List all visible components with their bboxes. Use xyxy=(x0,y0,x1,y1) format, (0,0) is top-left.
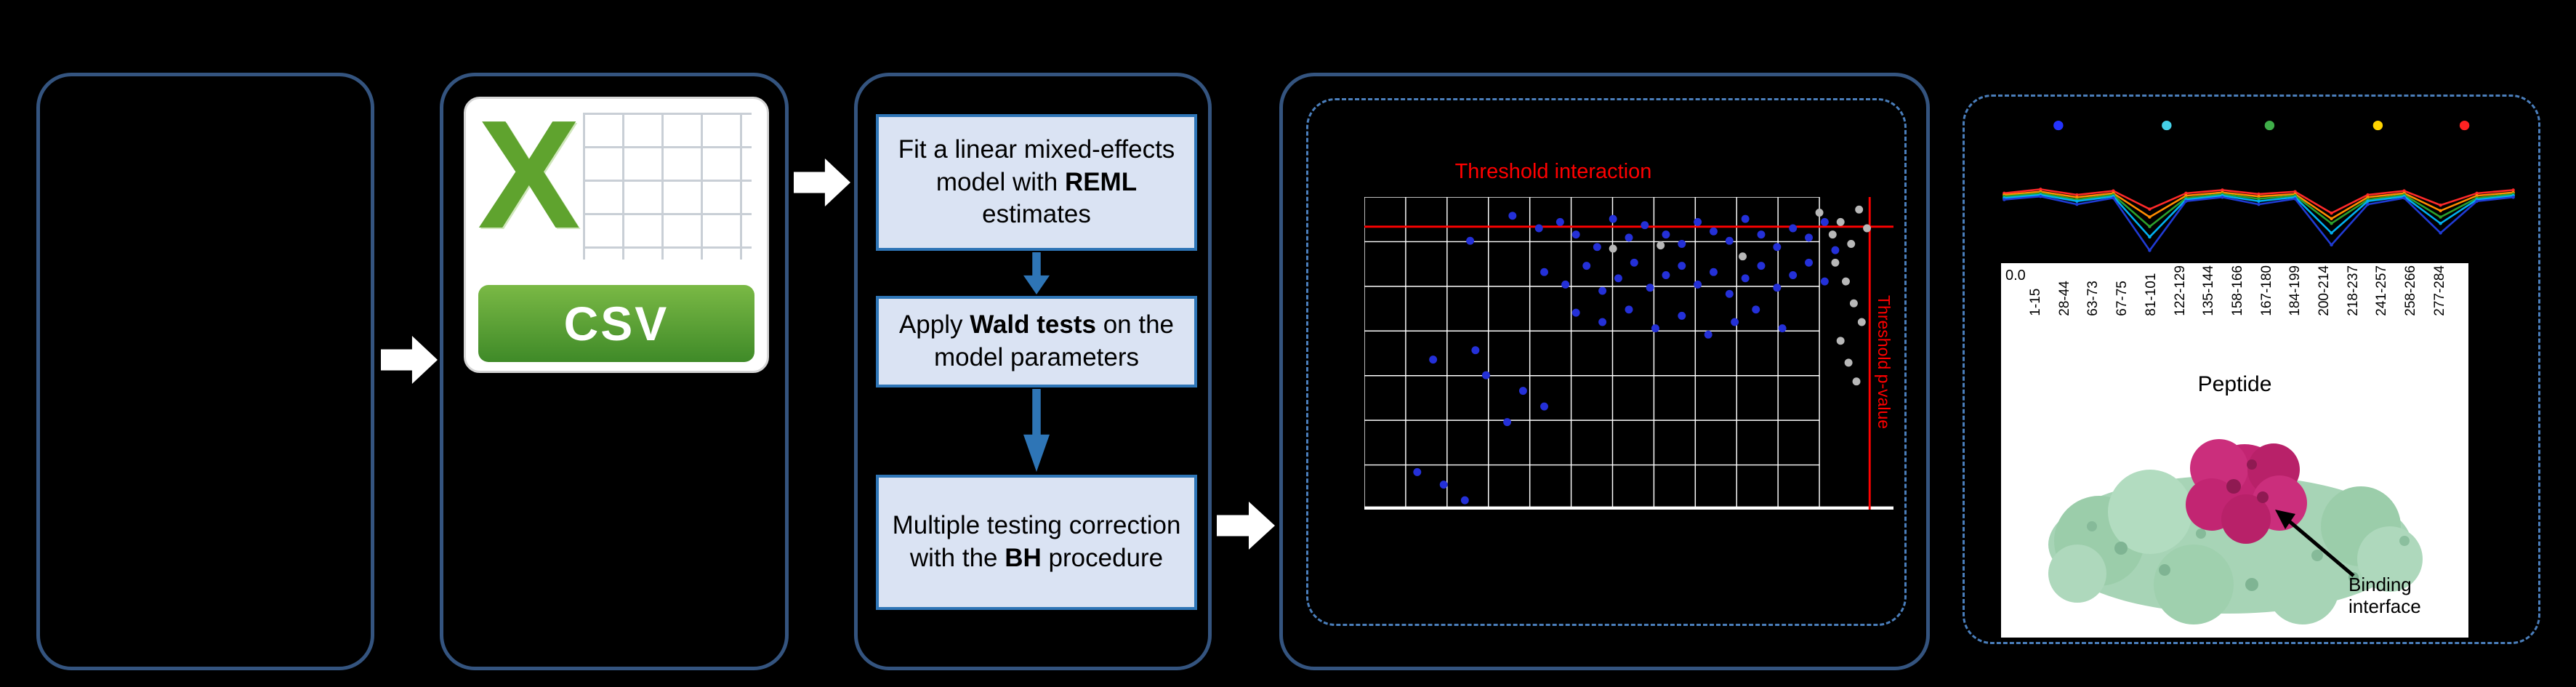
csv-banner: CSV xyxy=(478,285,755,362)
csv-file-icon: X CSV xyxy=(464,88,769,373)
peptide-axis-label: Peptide xyxy=(2197,372,2272,396)
step-box-wald: Apply Wald tests on the model parameters xyxy=(876,296,1197,387)
threshold-pvalue-label: Threshold p-value xyxy=(1875,295,1893,430)
down-arrow-2-icon xyxy=(1023,389,1050,472)
peptide-tick-label: 63-73 xyxy=(2085,281,2101,316)
panel-empty xyxy=(36,73,374,670)
profile-chart xyxy=(1988,115,2529,263)
peptide-tick-label: 200-214 xyxy=(2317,265,2333,316)
peptide-tick-label: 184-199 xyxy=(2287,265,2303,316)
volcano-dashed-frame: Threshold interaction Threshold p-value xyxy=(1306,98,1907,626)
step-box-reml: Fit a linear mixed-effects model with RE… xyxy=(876,114,1197,251)
down-arrow-1-icon xyxy=(1023,252,1050,294)
peptide-tick-label: 167-180 xyxy=(2258,265,2274,316)
peptide-tick-label: 241-257 xyxy=(2374,265,2390,316)
panel-csv-input: X CSV xyxy=(440,73,789,670)
spreadsheet-grid-icon xyxy=(583,112,752,260)
panel-statistical-workflow: Fit a linear mixed-effects model with RE… xyxy=(854,73,1212,670)
flow-arrow-2-icon xyxy=(794,158,850,206)
binding-interface-label: Binding interface xyxy=(2348,574,2421,617)
peptide-tick-label: 67-75 xyxy=(2114,281,2130,316)
results-white-panel: 0.0 1-15 28-44 63-73 67-75 81-101 122-129 135-… xyxy=(2001,263,2468,638)
step-text-bh: Multiple testing correction with the BH … xyxy=(892,511,1181,572)
protein-structure-image xyxy=(2048,439,2423,624)
scatter-plot xyxy=(1364,197,1893,510)
peptide-tick-row: 1-15 28-44 63-73 67-75 81-101 122-129 135-144 1… xyxy=(2028,265,2447,316)
y-axis-tick: 0.0 xyxy=(2005,268,2026,284)
peptide-tick-label: 158-166 xyxy=(2229,265,2245,316)
peptide-tick-label: 122-129 xyxy=(2172,265,2188,316)
flow-arrow-3-icon xyxy=(1217,502,1275,550)
panel-volcano-plot: Threshold interaction Threshold p-value xyxy=(1279,73,1930,670)
panel-results: 0.0 1-15 28-44 63-73 67-75 81-101 122-129 135-… xyxy=(1963,95,2540,644)
peptide-tick-label: 258-266 xyxy=(2403,265,2419,316)
peptide-tick-label: 81-101 xyxy=(2143,273,2159,316)
peptide-tick-label: 277-284 xyxy=(2431,265,2447,316)
csv-label: CSV xyxy=(563,297,669,350)
step-text-wald: Apply Wald tests on the model parameters xyxy=(898,310,1175,371)
step-text-reml: Fit a linear mixed-effects model with RE… xyxy=(898,134,1175,229)
peptide-tick-label: 1-15 xyxy=(2028,288,2043,316)
csv-x-letter: X xyxy=(478,88,581,260)
peptide-tick-label: 135-144 xyxy=(2201,265,2217,316)
peptide-tick-label: 28-44 xyxy=(2056,281,2072,316)
peptide-tick-label: 218-237 xyxy=(2345,265,2361,316)
step-box-bh: Multiple testing correction with the BH … xyxy=(876,475,1197,610)
flow-arrow-1-icon xyxy=(381,336,438,384)
threshold-interaction-label: Threshold interaction xyxy=(1454,160,1652,183)
